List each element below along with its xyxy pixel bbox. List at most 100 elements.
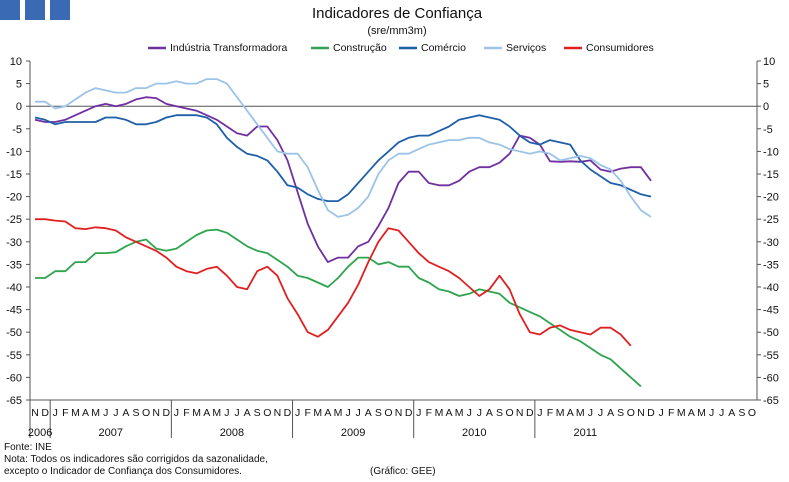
x-month-label: M xyxy=(576,407,585,419)
x-month-label: J xyxy=(477,407,482,419)
x-month-label: M xyxy=(677,407,686,419)
x-month-label: S xyxy=(738,407,745,419)
x-month-label: F xyxy=(304,407,310,419)
y-tick-label-left: -5 xyxy=(12,124,22,136)
axes: 10 10 5 5 0 0 -5 -5 -10 -10 -15 -15 -20 -20 -25 -25 -30 -… xyxy=(6,56,779,439)
x-month-label: A xyxy=(122,407,129,419)
note-line-2: excepto o Indicador de Confiança dos Con… xyxy=(4,466,242,477)
y-tick-label-left: -50 xyxy=(6,327,22,339)
legend-label-3: Serviços xyxy=(506,42,546,54)
x-year-label: 2011 xyxy=(574,427,598,439)
logo-square xyxy=(0,0,20,20)
source-note: Fonte: INE xyxy=(4,442,52,453)
x-month-label: S xyxy=(496,407,503,419)
x-month-label: A xyxy=(486,407,493,419)
x-month-label: F xyxy=(62,407,68,419)
y-tick-label-right: 5 xyxy=(763,79,769,91)
y-tick-label-left: -20 xyxy=(6,192,22,204)
y-tick-label-right: -30 xyxy=(763,237,779,249)
x-month-label: D xyxy=(284,407,292,419)
x-month-label: J xyxy=(658,407,663,419)
legend-label-0: Indústria Transformadora xyxy=(170,42,287,54)
y-tick-label-right: 10 xyxy=(763,56,775,68)
y-tick-label-right: -35 xyxy=(763,259,779,271)
x-year-label: 2006 xyxy=(28,427,52,439)
x-month-label: M xyxy=(556,407,565,419)
y-tick-label-left: -60 xyxy=(6,372,22,384)
series-line-1 xyxy=(35,228,642,388)
x-month-label: M xyxy=(334,407,343,419)
y-tick-label-right: -55 xyxy=(763,350,779,362)
x-month-label: A xyxy=(688,407,695,419)
chart-subtitle: (sre/mm3m) xyxy=(367,25,426,37)
x-month-label: A xyxy=(567,407,574,419)
x-month-label: J xyxy=(598,407,603,419)
legend-label-2: Comércio xyxy=(421,42,466,54)
x-year-label: 2008 xyxy=(220,427,244,439)
x-month-label: J xyxy=(345,407,350,419)
legend-label-1: Construção xyxy=(333,42,387,54)
x-month-label: O xyxy=(627,407,635,419)
x-month-label: J xyxy=(174,407,179,419)
series-line-3 xyxy=(35,78,652,218)
x-month-label: D xyxy=(163,407,171,419)
x-year-label: 2007 xyxy=(99,427,123,439)
x-month-label: F xyxy=(426,407,432,419)
x-month-label: O xyxy=(142,407,150,419)
y-tick-label-right: -10 xyxy=(763,146,779,158)
y-tick-label-left: 10 xyxy=(10,56,22,68)
y-tick-label-right: -5 xyxy=(763,124,773,136)
series-line-0 xyxy=(34,96,652,264)
y-tick-label-left: -65 xyxy=(6,395,22,407)
y-tick-label-right: -20 xyxy=(763,192,779,204)
logo-square xyxy=(25,0,45,20)
x-month-label: J xyxy=(416,407,421,419)
x-month-label: M xyxy=(91,407,100,419)
x-month-label: A xyxy=(607,407,614,419)
x-month-label: N xyxy=(516,407,524,419)
x-month-label: M xyxy=(71,407,80,419)
x-month-label: J xyxy=(588,407,593,419)
y-tick-label-right: -15 xyxy=(763,169,779,181)
chart-title: Indicadores de Confiança xyxy=(312,5,483,22)
x-month-label: F xyxy=(183,407,189,419)
series-lines xyxy=(34,78,652,388)
x-month-label: A xyxy=(728,407,735,419)
y-tick-label-left: 0 xyxy=(16,101,22,113)
x-month-label: M xyxy=(697,407,706,419)
y-tick-label-right: -50 xyxy=(763,327,779,339)
y-tick-label-left: -40 xyxy=(6,282,22,294)
y-tick-label-left: -55 xyxy=(6,350,22,362)
x-month-label: M xyxy=(212,407,221,419)
x-month-label: O xyxy=(384,407,392,419)
x-year-label: 2009 xyxy=(341,427,365,439)
y-tick-label-left: -10 xyxy=(6,146,22,158)
x-month-label: M xyxy=(435,407,444,419)
x-month-label: F xyxy=(668,407,674,419)
y-tick-label-right: -45 xyxy=(763,305,779,317)
y-tick-label-right: -60 xyxy=(763,372,779,384)
line-chart: Indicadores de Confiança (sre/mm3m) Indú… xyxy=(6,5,779,439)
x-month-label: O xyxy=(263,407,271,419)
x-month-label: J xyxy=(467,407,472,419)
x-month-label: J xyxy=(709,407,714,419)
x-month-label: J xyxy=(356,407,361,419)
series-line-4 xyxy=(35,218,632,347)
x-month-label: O xyxy=(748,407,756,419)
y-tick-label-right: 0 xyxy=(763,101,769,113)
x-month-label: N xyxy=(31,407,39,419)
x-month-label: D xyxy=(647,407,655,419)
y-tick-label-left: -30 xyxy=(6,237,22,249)
x-month-label: J xyxy=(537,407,542,419)
x-month-label: S xyxy=(375,407,382,419)
x-month-label: J xyxy=(113,407,118,419)
legend: Indústria Transformadora Construção Comérc… xyxy=(148,42,654,54)
series-line-2 xyxy=(34,114,652,203)
logo xyxy=(0,0,72,20)
x-month-label: A xyxy=(244,407,251,419)
x-year-label: 2010 xyxy=(462,427,486,439)
x-month-label: J xyxy=(295,407,300,419)
y-tick-label-left: -15 xyxy=(6,169,22,181)
note-line-1: Nota: Todos os indicadores são corrigido… xyxy=(4,454,268,465)
y-tick-label-right: -65 xyxy=(763,395,779,407)
